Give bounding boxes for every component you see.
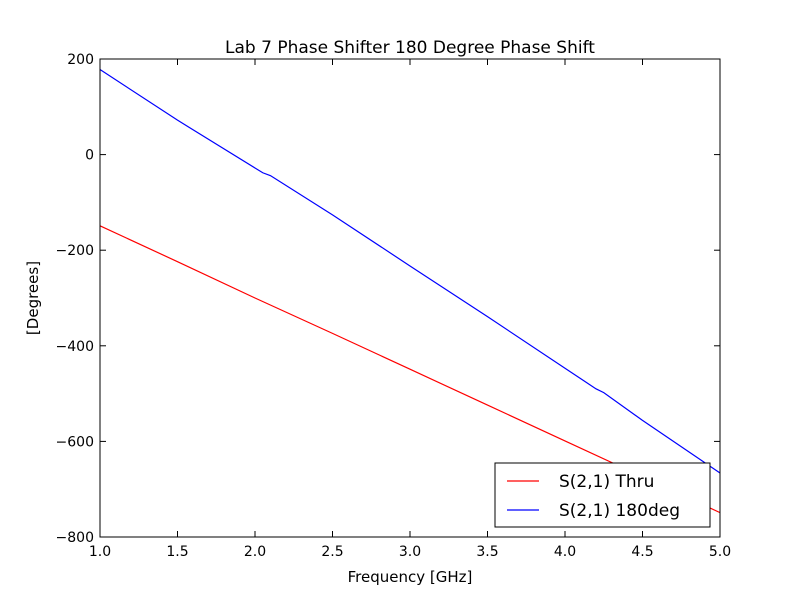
x-tick-label: 2.0 [244, 544, 266, 560]
legend-box [494, 462, 711, 528]
y-axis-ticks: 200 0 −200 −400 −600 −800 [56, 52, 720, 546]
y-tick-label: 0 [85, 148, 94, 164]
legend-label: S(2,1) Thru [559, 472, 654, 492]
y-axis-label: [Degrees] [24, 261, 42, 335]
y-tick-label: −600 [56, 434, 94, 450]
series-line-2 [99, 69, 721, 474]
chart-title: Lab 7 Phase Shifter 180 Degree Phase Shi… [225, 38, 595, 58]
x-tick-label: 4.5 [631, 544, 653, 560]
x-tick-label: 1.0 [89, 544, 111, 560]
y-tick-label: −800 [56, 530, 94, 546]
y-tick-label: 200 [67, 52, 94, 68]
x-tick-label: 4.0 [554, 544, 576, 560]
x-tick-label: 3.5 [476, 544, 498, 560]
x-tick-label: 2.5 [321, 544, 343, 560]
plot-area [100, 59, 720, 537]
x-axis-label: Frequency [GHz] [348, 568, 473, 586]
x-tick-label: 3.0 [399, 544, 421, 560]
y-tick-label: −200 [56, 243, 94, 259]
legend-label: S(2,1) 180deg [559, 501, 680, 521]
y-tick-label: −400 [56, 339, 94, 355]
x-tick-label: 5.0 [709, 544, 731, 560]
legend: S(2,1) Thru S(2,1) 180deg [494, 462, 711, 528]
x-tick-label: 1.5 [166, 544, 188, 560]
x-axis-ticks: 1.0 1.5 2.0 2.5 3.0 3.5 4.0 4.5 5.0 [89, 59, 731, 560]
